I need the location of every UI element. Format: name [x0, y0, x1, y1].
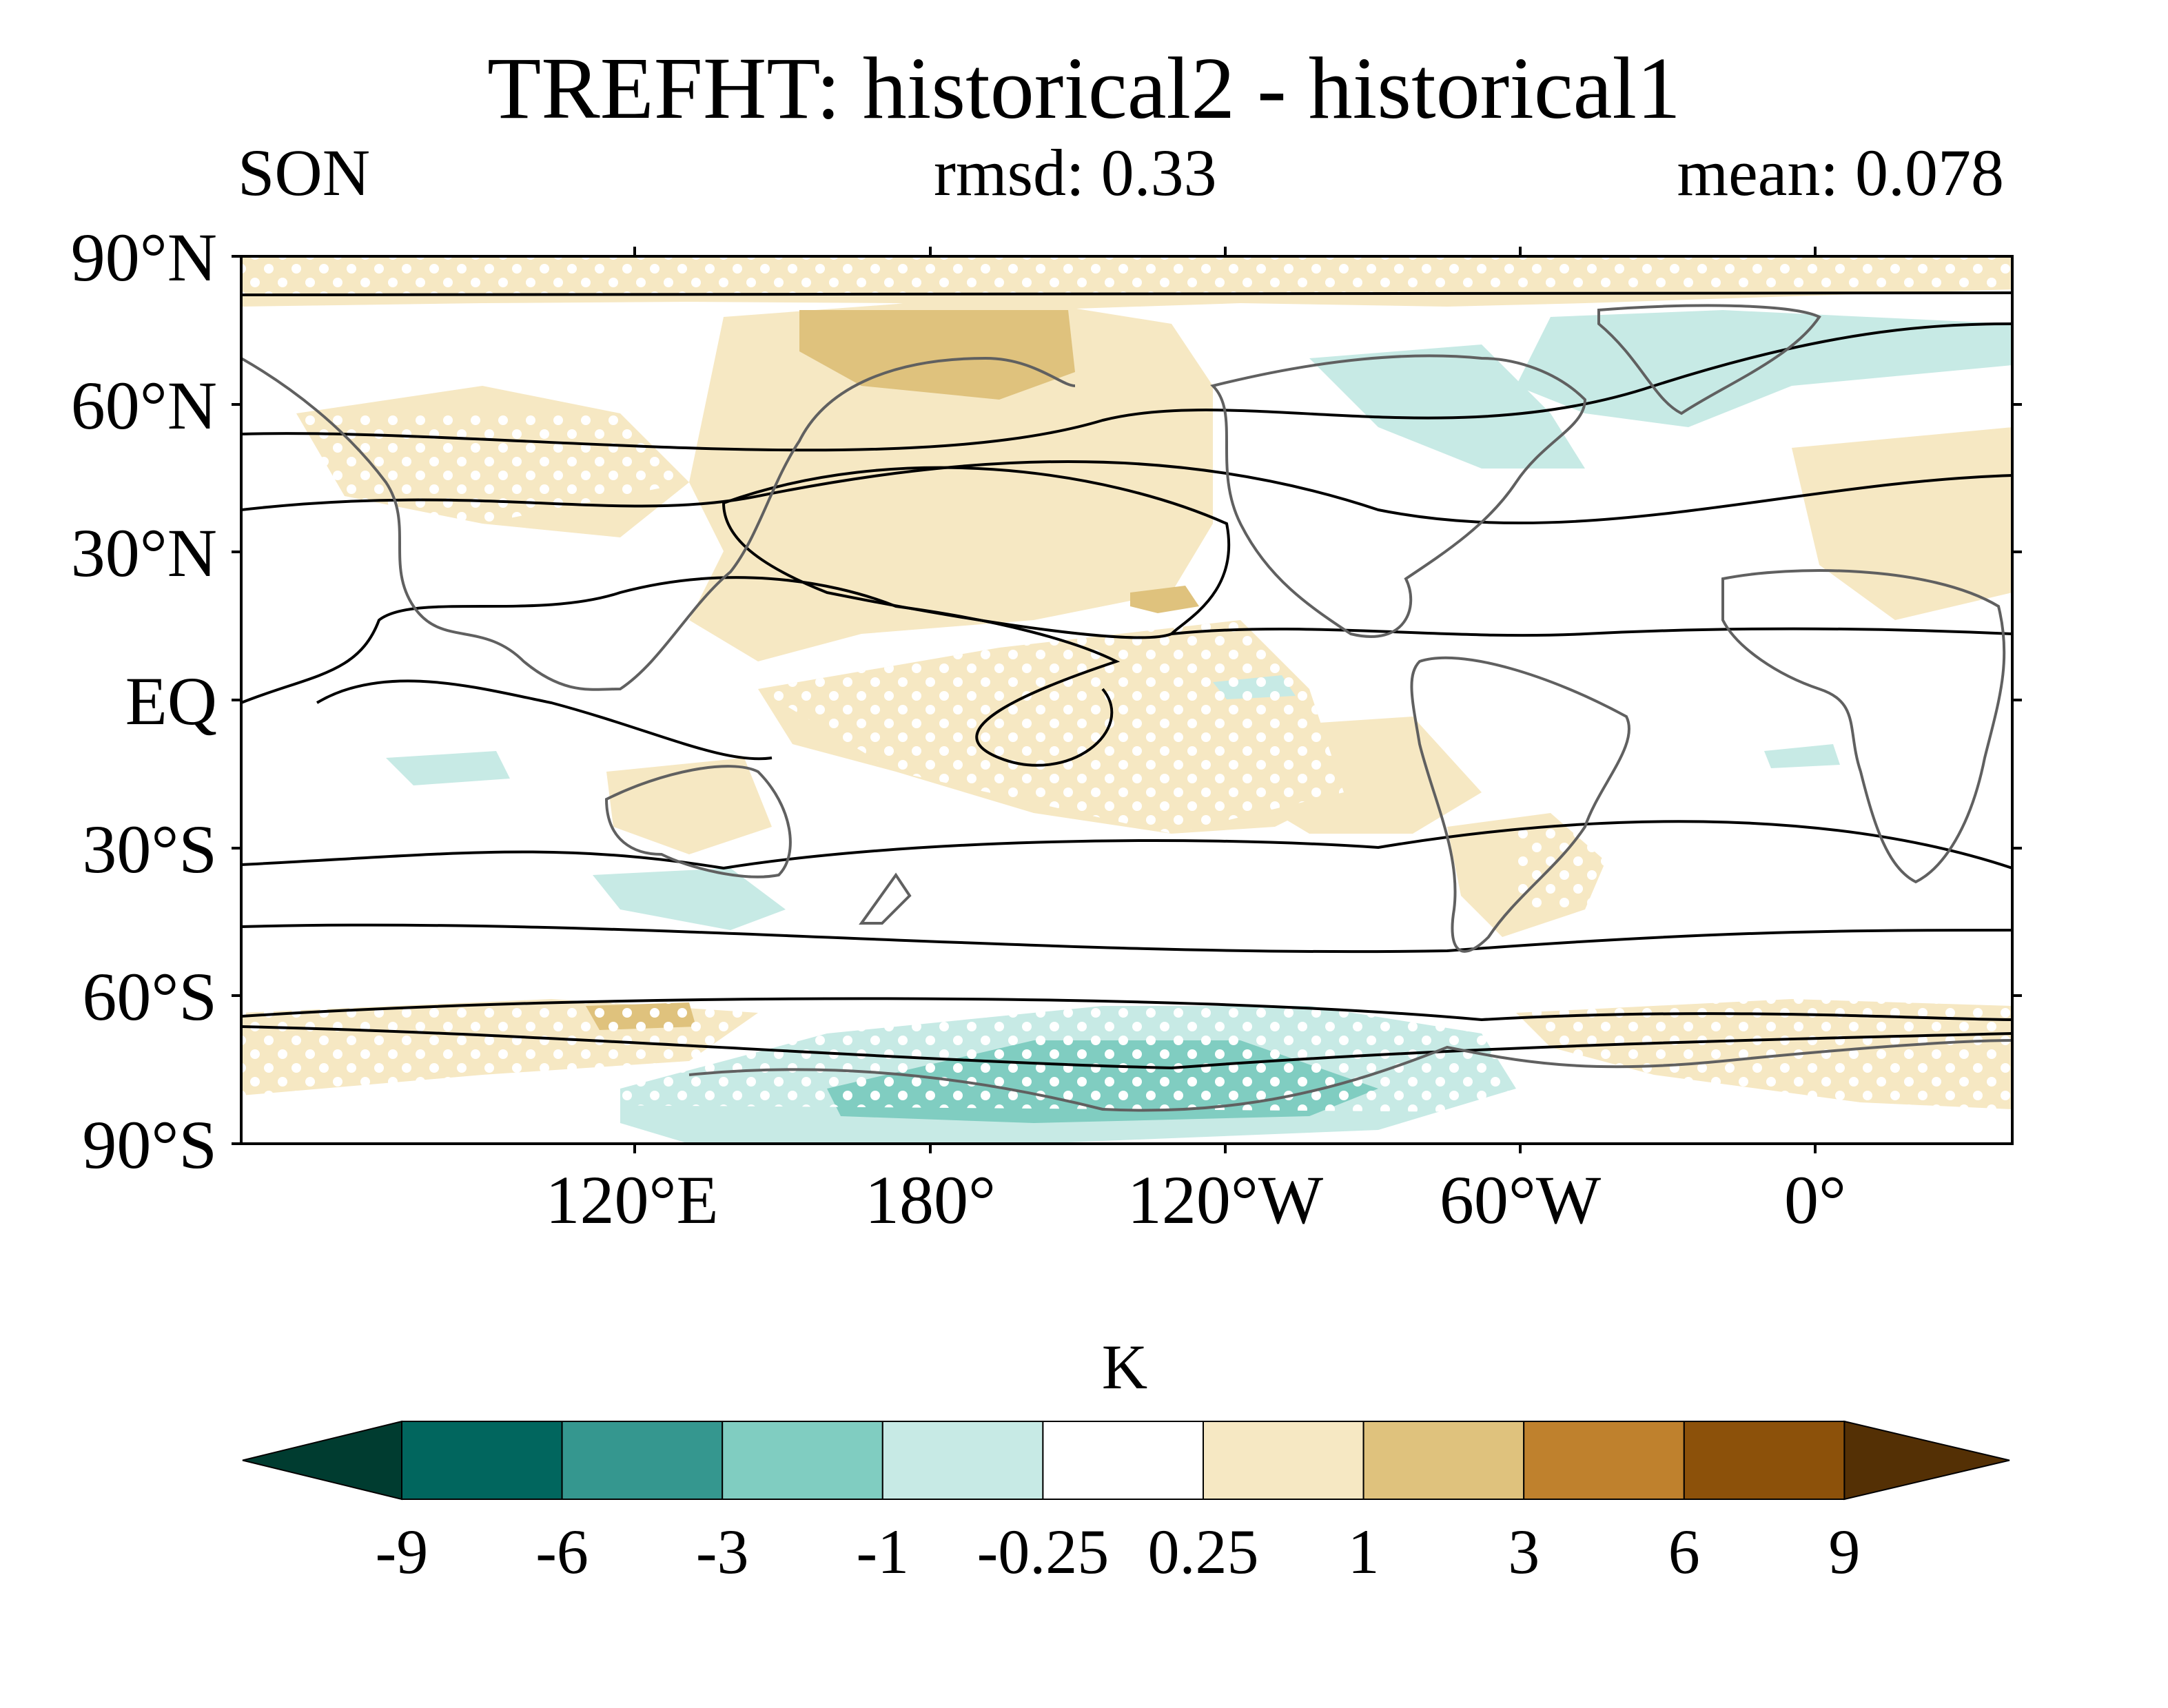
- colorbar-box: [1042, 1421, 1205, 1500]
- colorbar-box: [1683, 1421, 1845, 1500]
- rmsd-label: rmsd: 0.33: [934, 136, 1217, 209]
- lat-label-90s: 90°S: [82, 1107, 217, 1183]
- lat-tick-labels: 90°N 60°N 30°N EQ 30°S 60°S 90°S: [71, 219, 217, 1183]
- colorbar: K -9 -6 -3 -1 -0.25 0.25 1 3 6 9: [242, 1332, 2010, 1587]
- lon-tick-labels: 120°E 180° 120°W 60°W 0°: [545, 1162, 1846, 1238]
- contour-line: [241, 923, 2012, 954]
- lon-label-0: 0°: [1784, 1162, 1846, 1238]
- colorbar-tick-label: -0.25: [977, 1516, 1109, 1587]
- colorbar-extend-low: [242, 1420, 402, 1501]
- map-title: TREFHT: historical2 - historical1: [487, 39, 1681, 137]
- coastline-new-zealand: [859, 872, 912, 925]
- coastline-south-america: [1410, 656, 1631, 953]
- map-panel: 90°N 60°N 30°N EQ 30°S 60°S 90°S 120°E 1…: [71, 219, 2022, 1238]
- colorbar-unit: K: [1102, 1332, 1147, 1402]
- season-label: SON: [238, 136, 371, 209]
- stipple-southern-ocean: [241, 992, 2012, 1116]
- stipple-south-atlantic: [1516, 827, 1998, 909]
- colorbar-tick-label: -3: [696, 1516, 749, 1587]
- colorbar-box: [1203, 1421, 1364, 1500]
- mean-label: mean: 0.078: [1677, 136, 2004, 209]
- contour-line: [316, 679, 773, 761]
- warm-region-north-pacific: [689, 296, 1213, 661]
- colorbar-tick-label: 6: [1668, 1516, 1700, 1587]
- lon-label-180: 180°: [865, 1162, 996, 1238]
- stipple-pacific: [758, 620, 1344, 834]
- contour-line: [241, 1025, 2012, 1070]
- contour-line: [241, 820, 2012, 870]
- colorbar-extend-high: [1843, 1420, 2010, 1501]
- contour-line: [241, 460, 2012, 525]
- colorbar-tick-label: -6: [535, 1516, 589, 1587]
- colorbar-box: [1362, 1421, 1525, 1500]
- colorbar-box: [1523, 1421, 1685, 1500]
- lat-label-eq: EQ: [125, 663, 217, 739]
- anomaly-fill-layer: [241, 256, 2012, 1144]
- lat-label-30n: 30°N: [71, 515, 217, 591]
- contour-line: [241, 997, 2012, 1022]
- coastlines: [241, 304, 2012, 1112]
- coastline-eurasia: [241, 356, 1076, 691]
- cool-region-south-australia: [593, 868, 786, 930]
- colorbar-boxes: [242, 1420, 2010, 1501]
- climatology-contours: [241, 291, 2012, 1070]
- cool-region-canada: [1309, 344, 1585, 469]
- coastline-africa: [1721, 569, 2006, 884]
- colorbar-tick-label: 3: [1508, 1516, 1540, 1587]
- colorbar-box: [722, 1421, 883, 1500]
- colorbar-tick-label: -9: [376, 1516, 429, 1587]
- colorbar-tick-label: -1: [856, 1516, 909, 1587]
- colorbar-box: [881, 1421, 1044, 1500]
- coastline-australia: [604, 765, 792, 878]
- coastline-north-america: [1210, 354, 1587, 638]
- coastline-greenland: [1597, 304, 1821, 415]
- lat-label-30s: 30°S: [82, 811, 217, 887]
- lat-label-90n: 90°N: [71, 219, 217, 296]
- colorbar-box: [401, 1421, 563, 1500]
- cool-region-atlantic: [1764, 744, 1840, 768]
- colorbar-tick-label: 9: [1828, 1516, 1860, 1587]
- stipple-arctic: [241, 256, 2012, 296]
- lon-label-60w: 60°W: [1440, 1162, 1602, 1238]
- lat-label-60n: 60°N: [71, 367, 217, 444]
- contour-line: [1171, 627, 2012, 637]
- colorbar-tick-labels: -9 -6 -3 -1 -0.25 0.25 1 3 6 9: [376, 1516, 1861, 1587]
- lon-label-120e: 120°E: [545, 1162, 718, 1238]
- contour-line: [241, 322, 2012, 452]
- warm-core-bering: [799, 310, 1075, 400]
- colorbar-tick-label: 1: [1348, 1516, 1380, 1587]
- lon-label-120w: 120°W: [1127, 1162, 1324, 1238]
- warm-core-subtropical-pacific: [1130, 586, 1199, 613]
- contour-line: [722, 466, 1231, 639]
- coastline-antarctica: [688, 1039, 2012, 1112]
- colorbar-box: [561, 1421, 724, 1500]
- stippling-layer: [241, 256, 2012, 1116]
- cool-region-greenland: [1516, 310, 2012, 427]
- contour-line: [241, 576, 1121, 767]
- cool-region-indian-ocean: [386, 751, 510, 785]
- colorbar-tick-label: 0.25: [1148, 1516, 1259, 1587]
- tick-marks: [232, 247, 2022, 1153]
- lat-label-60s: 60°S: [82, 958, 217, 1035]
